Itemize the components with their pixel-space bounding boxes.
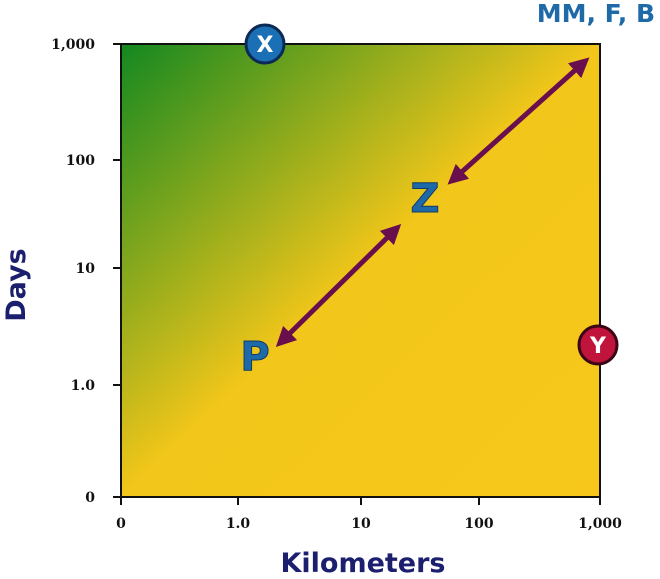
marker-y: Y [589,334,607,359]
y-tick-label: 1,000 [51,37,95,53]
marker-z: Z [410,176,439,222]
y-axis-title: Days [1,248,32,321]
x-tick-label: 10 [351,516,371,532]
marker-x-badge [244,23,286,65]
y-tick-label: 1.0 [71,378,96,394]
marker-y-badge [577,324,619,366]
marker-p: P [240,334,269,380]
ticks: 0 1.0 10 100 1,000 0 1.0 10 100 1,000 [51,37,622,532]
y-tick-label: 100 [66,153,95,169]
x-tick-label: 1,000 [578,516,622,532]
x-tick-label: 1.0 [226,516,251,532]
x-axis-title: Kilometers [280,548,445,579]
arrow [447,57,590,185]
marker-x: X [257,33,274,58]
y-tick-label: 10 [76,261,96,277]
title: MM, F, B [537,0,655,28]
x-tick-label: 0 [116,516,126,532]
y-tick-label: 0 [85,490,95,506]
x-tick-label: 100 [464,516,493,532]
arrow [275,223,402,348]
